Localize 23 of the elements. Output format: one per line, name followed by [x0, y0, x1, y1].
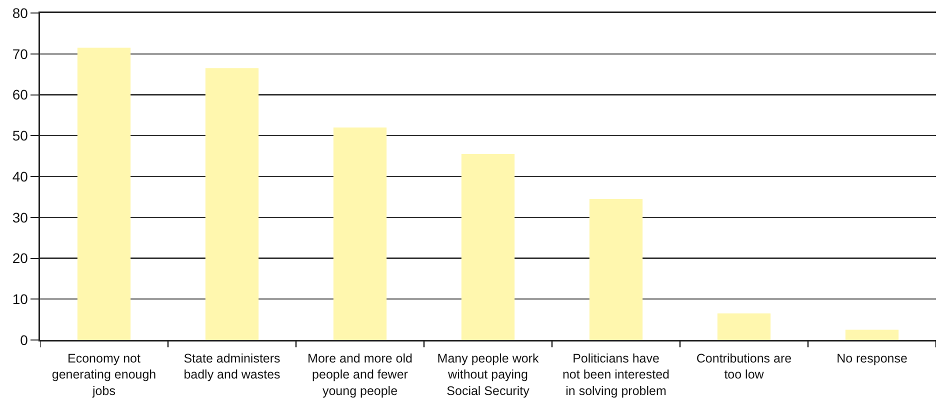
x-tick-label: No response — [836, 351, 908, 366]
y-tick-label: 40 — [12, 168, 28, 184]
x-tick-label: Politicians have not been interested in solving problem — [562, 351, 670, 398]
x-tick-label: More and more old people and fewer young people — [308, 351, 412, 398]
x-tick-label: Many people work without paying Social Security — [437, 351, 540, 398]
x-tick-label: Economy not generating enough jobs — [52, 351, 156, 398]
y-tick-label: 60 — [12, 86, 28, 103]
bar — [461, 154, 515, 340]
bar — [589, 198, 643, 340]
bar — [333, 127, 387, 340]
y-tick-label: 20 — [12, 250, 28, 266]
bar — [77, 48, 131, 340]
y-tick-label: 0 — [20, 332, 28, 348]
y-tick-label: 70 — [12, 46, 28, 62]
x-tick-label: State administers badly and wastes — [184, 351, 280, 382]
x-tick-label: Contributions are too low — [696, 351, 792, 382]
y-tick-label: 30 — [12, 209, 28, 226]
y-tick-label: 80 — [12, 4, 28, 21]
bar — [845, 330, 899, 340]
bar — [205, 68, 259, 340]
y-tick-label: 10 — [12, 291, 28, 308]
bar — [717, 313, 771, 340]
y-tick-label: 50 — [12, 128, 28, 144]
